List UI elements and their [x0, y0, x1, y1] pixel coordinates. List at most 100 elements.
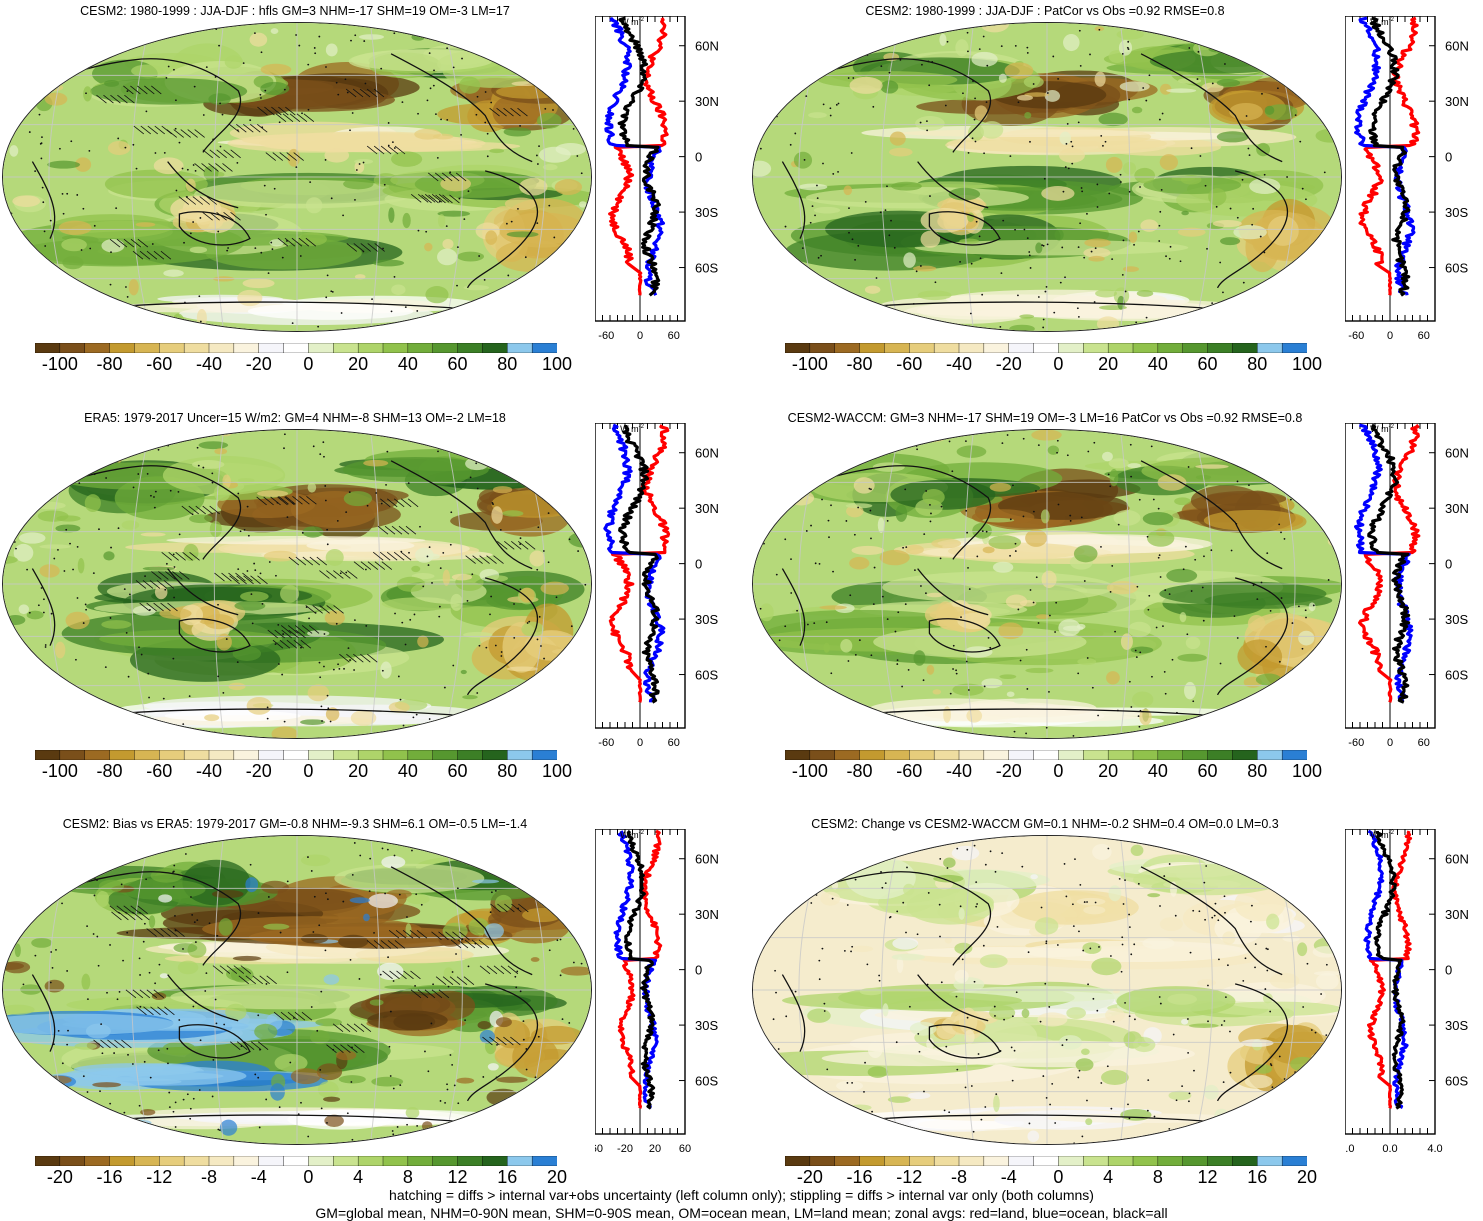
zonal-y-tick-label: 0: [695, 150, 702, 165]
zonal-y-tick-label: 0: [695, 557, 702, 572]
zonal-x-tick-label: 20: [649, 1143, 661, 1155]
colorbar-swatch: [283, 342, 310, 354]
colorbar-tick-label: -20: [245, 761, 272, 781]
zonal-line-all: [1367, 423, 1411, 704]
colorbar-tick-label: 80: [497, 761, 518, 781]
colorbar-swatch: [432, 749, 459, 761]
colorbar-tick-label: -8: [950, 1167, 968, 1187]
colorbar-swatch: [333, 342, 359, 354]
colorbar-swatch: [1182, 1155, 1209, 1167]
colorbar-swatch: [1182, 749, 1209, 761]
colorbar-swatch: [1058, 342, 1084, 354]
colorbar-swatch: [958, 342, 985, 354]
colorbar-swatch: [1232, 749, 1258, 761]
zonal-line-ocean: [1354, 16, 1416, 296]
colorbar-swatch: [909, 1155, 935, 1167]
colorbar-swatch: [859, 342, 886, 354]
colorbar-swatch: [884, 1155, 910, 1167]
colorbar-tick-label: 60: [1197, 354, 1218, 374]
zonal-y-tick-label: 30S: [695, 205, 718, 220]
zonal-y-tick-label: 60S: [695, 261, 718, 276]
colorbar-swatch: [784, 749, 811, 761]
zonal-y-tick-label: 60N: [695, 446, 719, 461]
colorbar-swatch: [983, 1155, 1010, 1167]
colorbar-swatch: [834, 342, 861, 354]
zonal-mean-plot: W m-2 60N 30N 0 30S 60S -60 0 60: [594, 15, 745, 351]
colorbar-swatch: [233, 342, 260, 354]
colorbar-tick-label: -20: [796, 1167, 823, 1187]
zonal-line-land: [1367, 830, 1413, 1109]
colorbar-swatch: [958, 749, 985, 761]
zonal-x-tick-label: 60: [668, 737, 680, 749]
colorbar-tick-label: 12: [447, 1167, 468, 1187]
colorbar-swatch: [1033, 342, 1060, 354]
zonal-y-tick-label: 60S: [695, 668, 718, 683]
zonal-x-tick-label: 0: [637, 737, 643, 749]
colorbar-swatch: [59, 342, 86, 354]
colorbar-tick-label: -4: [1000, 1167, 1017, 1187]
colorbar-swatch: [308, 749, 334, 761]
colorbar-swatch: [1008, 749, 1035, 761]
colorbar-tick-label: 0: [1053, 1167, 1064, 1187]
colorbar-swatch: [1058, 749, 1084, 761]
colorbar: [34, 1153, 558, 1167]
colorbar-swatch: [933, 749, 960, 761]
colorbar-swatch: [1281, 749, 1308, 761]
colorbar-tick-label: -12: [146, 1167, 173, 1187]
zonal-y-tick-label: 30N: [695, 501, 719, 516]
colorbar: [34, 340, 558, 354]
colorbar-swatch: [983, 749, 1010, 761]
colorbar-tick-label: -40: [945, 761, 973, 781]
zonal-mean-plot: W m-2 60N 30N 0 30S 60S -60 0 60: [594, 422, 745, 758]
colorbar-swatch: [834, 749, 861, 761]
zonal-x-tick-label: -60: [1348, 737, 1364, 749]
zonal-line-land: [1358, 423, 1421, 703]
colorbar-swatch: [809, 749, 836, 761]
zonal-y-tick-label: 0: [1445, 150, 1452, 165]
colorbar-swatch: [407, 1155, 434, 1167]
colorbar-swatch: [1083, 749, 1109, 761]
colorbar-tick-label: -12: [896, 1167, 923, 1187]
zonal-x-tick-label: 0.0: [1382, 1143, 1397, 1155]
colorbar-labels: -100 -80 -60 -40 -20 0 20 40 60 80 100: [35, 354, 572, 376]
colorbar-tick-label: -20: [245, 354, 272, 374]
zonal-unit-label: W m-2: [620, 17, 644, 27]
colorbar-swatch: [283, 749, 310, 761]
map-panel: [2, 22, 592, 332]
colorbar-swatch: [933, 1155, 960, 1167]
colorbar-swatch: [208, 342, 235, 354]
zonal-line-ocean: [613, 830, 659, 1109]
colorbar-tick-label: 40: [1147, 761, 1168, 781]
zonal-y-tick-label: 60N: [695, 852, 719, 867]
colorbar-swatch: [84, 749, 111, 761]
colorbar-swatch: [531, 342, 558, 354]
colorbar-swatch: [859, 749, 886, 761]
colorbar-swatch: [1132, 749, 1159, 761]
colorbar-tick-label: 4: [1103, 1167, 1114, 1187]
zonal-x-tick-label: 0: [1387, 330, 1393, 342]
zonal-line-all: [618, 425, 660, 704]
colorbar-swatch: [1107, 749, 1134, 761]
zonal-y-tick-label: 30N: [1445, 94, 1469, 109]
colorbar-swatch: [134, 749, 160, 761]
colorbar-tick-label: 16: [497, 1167, 518, 1187]
colorbar-swatch: [531, 1155, 558, 1167]
colorbar-tick-label: 60: [447, 761, 468, 781]
colorbar-swatch: [308, 342, 334, 354]
colorbar-tick-label: -16: [846, 1167, 873, 1187]
colorbar-swatch: [1132, 342, 1159, 354]
colorbar-labels: -100 -80 -60 -40 -20 0 20 40 60 80 100: [35, 761, 572, 783]
colorbar-tick-label: -20: [995, 761, 1022, 781]
panel-title: CESM2-WACCM: GM=3 NHM=-17 SHM=19 OM=-3 L…: [787, 411, 1303, 425]
zonal-line-ocean: [603, 423, 666, 703]
zonal-mean-plot: W m-2 60N 30N 0 30S 60S -4.0 0.0 4.0: [1336, 828, 1483, 1164]
zonal-x-tick-label: 0: [637, 330, 643, 342]
colorbar-tick-label: -80: [846, 761, 873, 781]
colorbar-swatch: [457, 342, 484, 354]
zonal-y-tick-label: 60S: [1445, 261, 1468, 276]
colorbar-tick-label: 0: [303, 354, 314, 374]
colorbar-swatch: [1008, 1155, 1035, 1167]
colorbar-tick-label: -80: [96, 761, 123, 781]
colorbar-swatch: [1281, 342, 1308, 354]
zonal-mean-plot: W m-2 60N 30N 0 30S 60S -60 -20 20 60: [587, 828, 745, 1164]
